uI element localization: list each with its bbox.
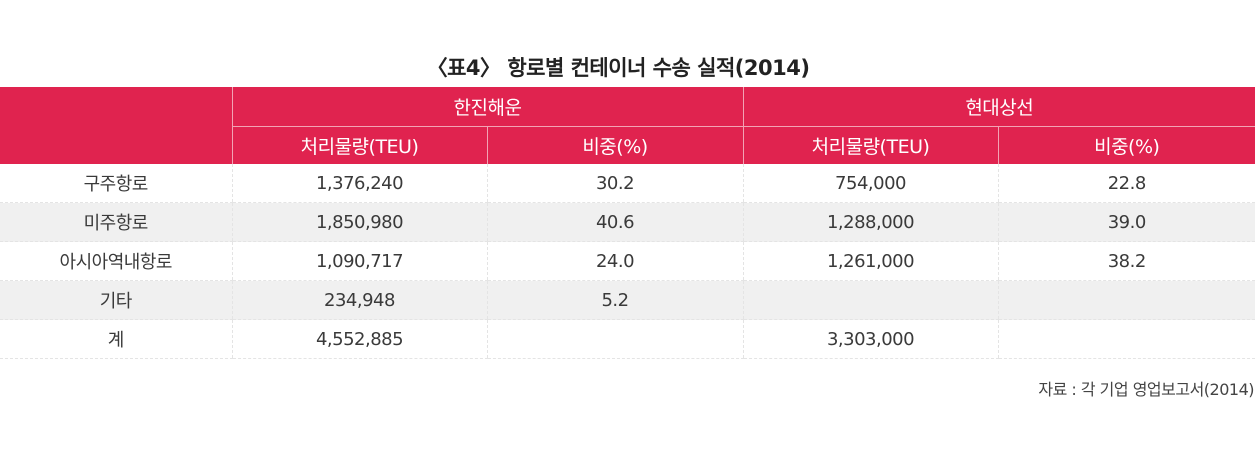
route-cell: 미주항로 xyxy=(0,202,232,242)
subheader-share-hyundai: 비중(%) xyxy=(997,126,1256,164)
subheader-volume-hanjin: 처리물량(TEU) xyxy=(231,126,487,164)
route-cell: 계 xyxy=(0,319,232,359)
volume-cell: 4,552,885 xyxy=(231,319,487,359)
route-cell: 기타 xyxy=(0,280,232,320)
header-company-hyundai: 현대상선 xyxy=(742,87,1256,127)
share-cell: 38.2 xyxy=(997,241,1256,281)
volume-cell xyxy=(742,280,999,320)
table-row: 기타 234,948 5.2 xyxy=(0,280,1256,320)
header-empty-cell xyxy=(0,87,232,164)
share-cell: 24.0 xyxy=(486,241,744,281)
route-cell: 구주항로 xyxy=(0,164,232,203)
share-cell xyxy=(486,319,744,359)
table-title: 〈표4〉 항로별 컨테이너 수송 실적(2014) xyxy=(426,56,810,80)
header-company-hanjin: 한진해운 xyxy=(231,87,744,127)
share-cell: 39.0 xyxy=(997,202,1256,242)
volume-cell: 3,303,000 xyxy=(742,319,999,359)
share-cell xyxy=(997,280,1256,320)
table-row-total: 계 4,552,885 3,303,000 xyxy=(0,319,1256,359)
volume-cell: 1,850,980 xyxy=(231,202,487,242)
source-note: 자료 : 각 기업 영업보고서(2014) xyxy=(1038,380,1254,399)
volume-cell: 1,288,000 xyxy=(742,202,999,242)
share-cell: 30.2 xyxy=(486,164,744,203)
share-cell: 40.6 xyxy=(486,202,744,242)
share-cell: 22.8 xyxy=(997,164,1256,203)
share-cell xyxy=(997,319,1256,359)
container-transport-table: 한진해운 현대상선 처리물량(TEU) 비중(%) 처리물량(TEU) 비중(%… xyxy=(0,87,1256,359)
volume-cell: 754,000 xyxy=(742,164,999,203)
subheader-share-hanjin: 비중(%) xyxy=(486,126,744,164)
volume-cell: 234,948 xyxy=(231,280,487,320)
volume-cell: 1,261,000 xyxy=(742,241,999,281)
subheader-volume-hyundai: 처리물량(TEU) xyxy=(742,126,999,164)
table-row: 아시아역내항로 1,090,717 24.0 1,261,000 38.2 xyxy=(0,241,1256,281)
route-cell: 아시아역내항로 xyxy=(0,241,232,281)
table-row: 미주항로 1,850,980 40.6 1,288,000 39.0 xyxy=(0,202,1256,242)
volume-cell: 1,376,240 xyxy=(231,164,487,203)
share-cell: 5.2 xyxy=(486,280,744,320)
table-row: 구주항로 1,376,240 30.2 754,000 22.8 xyxy=(0,164,1256,203)
volume-cell: 1,090,717 xyxy=(231,241,487,281)
